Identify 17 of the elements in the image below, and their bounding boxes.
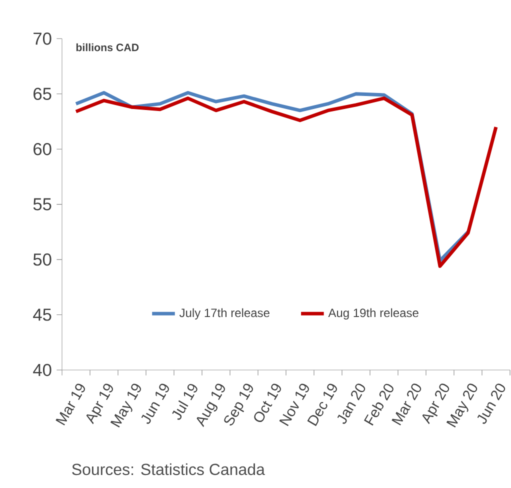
y-tick-label: 45	[33, 308, 52, 321]
x-tick-label: Jun 20	[477, 384, 506, 424]
x-tick-label: Jan 20	[337, 384, 366, 424]
x-tick-label: Sep 19	[224, 384, 254, 426]
x-tick-label: Jul 19	[172, 384, 198, 420]
legend-label: Aug 19th release	[328, 308, 418, 320]
x-tick-label: Jun 19	[141, 384, 170, 424]
source-note: Sources: Statistics Canada	[72, 463, 265, 476]
y-tick-label: 65	[34, 88, 52, 100]
y-tick-label: 55	[33, 198, 52, 210]
y-tick-label: 50	[33, 253, 52, 266]
y-axis-title: billions CAD	[76, 43, 139, 52]
y-tick-label: 60	[34, 142, 52, 156]
legend-label: July 17th release	[179, 308, 270, 320]
y-tick-label: 70	[34, 32, 52, 45]
y-tick-label: 40	[33, 364, 52, 376]
x-tick-label: Mar 19	[56, 384, 86, 426]
